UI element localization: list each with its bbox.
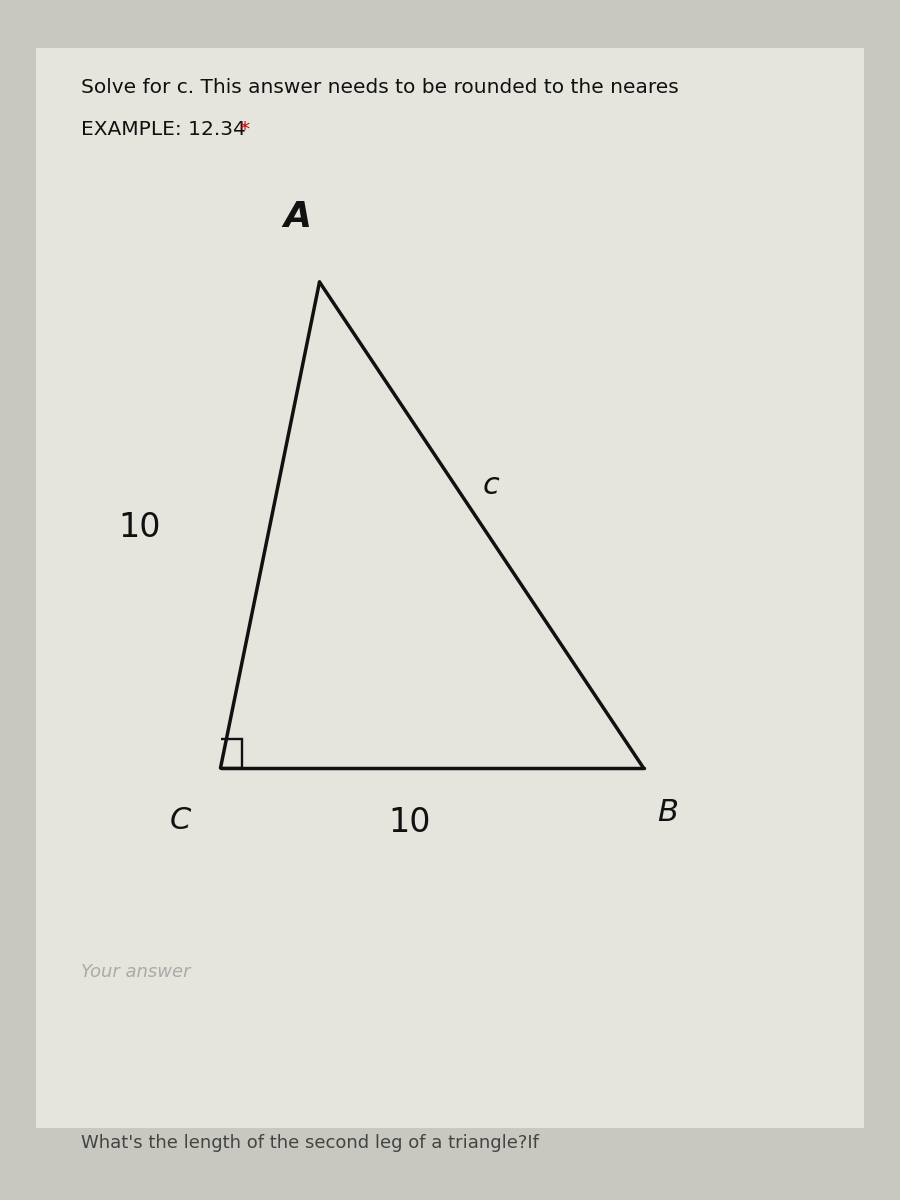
Text: What's the length of the second leg of a triangle?If: What's the length of the second leg of a… [81,1134,539,1152]
Text: Your answer: Your answer [81,962,191,982]
Text: 10: 10 [118,511,161,545]
Text: EXAMPLE: 12.34: EXAMPLE: 12.34 [81,120,252,139]
Text: A: A [283,200,311,234]
Text: B: B [657,798,678,827]
Text: 10: 10 [388,806,431,840]
Text: C: C [169,806,191,835]
Text: *: * [239,120,249,139]
FancyBboxPatch shape [36,48,864,1128]
Text: Solve for c. This answer needs to be rounded to the neares: Solve for c. This answer needs to be rou… [81,78,679,97]
Text: c: c [482,472,499,500]
